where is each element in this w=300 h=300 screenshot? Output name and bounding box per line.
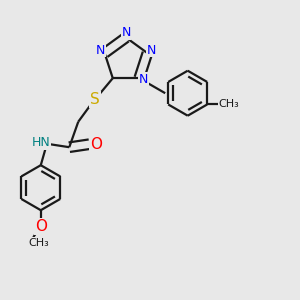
Text: N: N [146,44,156,56]
Text: N: N [95,44,105,56]
Text: N: N [139,73,148,86]
Text: O: O [90,137,102,152]
Text: S: S [90,92,100,107]
Text: CH₃: CH₃ [28,238,49,248]
Text: N: N [121,26,131,40]
Text: CH₃: CH₃ [218,100,239,110]
Text: O: O [35,219,47,234]
Text: HN: HN [32,136,51,149]
